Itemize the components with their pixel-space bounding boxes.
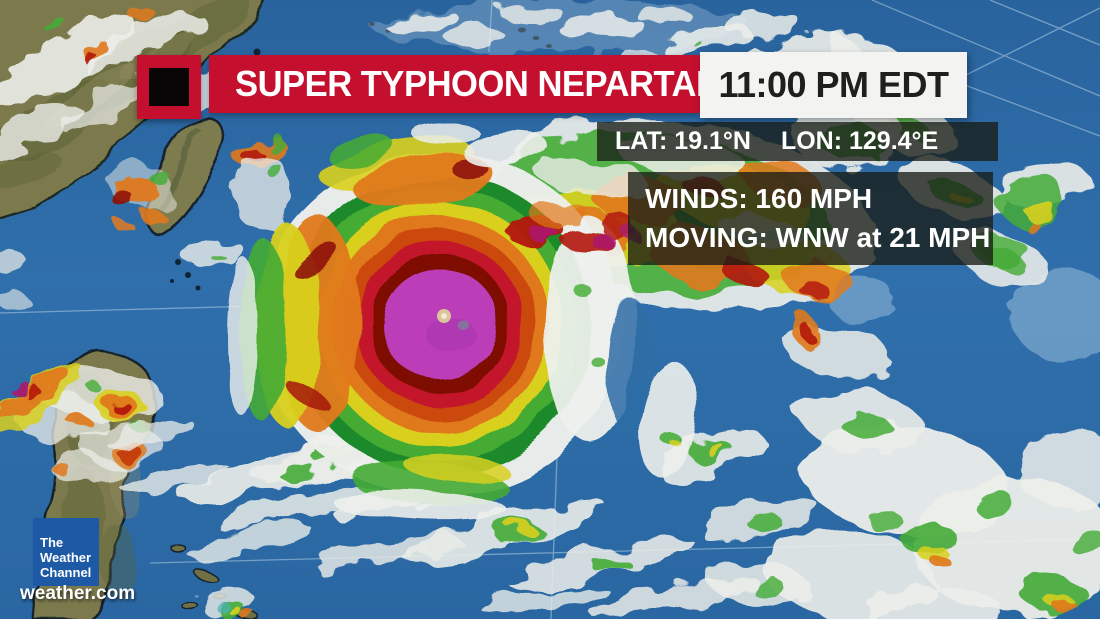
timestamp: 11:00 PM EDT (718, 64, 949, 105)
position-bar: LAT: 19.1°N LON: 129.4°E (597, 122, 998, 161)
banner-logo-square (137, 55, 201, 119)
logo-line-channel: Channel (40, 565, 92, 580)
longitude-value: LON: 129.4°E (780, 127, 939, 155)
land-storm-cells (0, 6, 290, 619)
logo-line-weather: Weather (40, 550, 92, 565)
storm-title-banner: SUPER TYPHOON NEPARTAK (209, 55, 721, 113)
logo-line-the: The (40, 535, 64, 550)
weather-channel-logo: The Weather Channel (33, 518, 99, 586)
movement-value: MOVING: WNW at 21 MPH (645, 222, 991, 253)
storm-title: SUPER TYPHOON NEPARTAK (235, 63, 721, 104)
winds-value: WINDS: 160 MPH (645, 183, 873, 214)
typhoon-eye (437, 309, 451, 323)
weather-com-url: weather.com (20, 583, 136, 604)
island-taiwan (145, 113, 225, 236)
black-square-icon (149, 68, 189, 106)
storm-stats-box: WINDS: 160 MPH MOVING: WNW at 21 MPH (628, 172, 993, 265)
typhoon (226, 123, 697, 522)
timestamp-box: 11:00 PM EDT (700, 52, 967, 118)
latitude-value: LAT: 19.1°N (615, 127, 751, 155)
